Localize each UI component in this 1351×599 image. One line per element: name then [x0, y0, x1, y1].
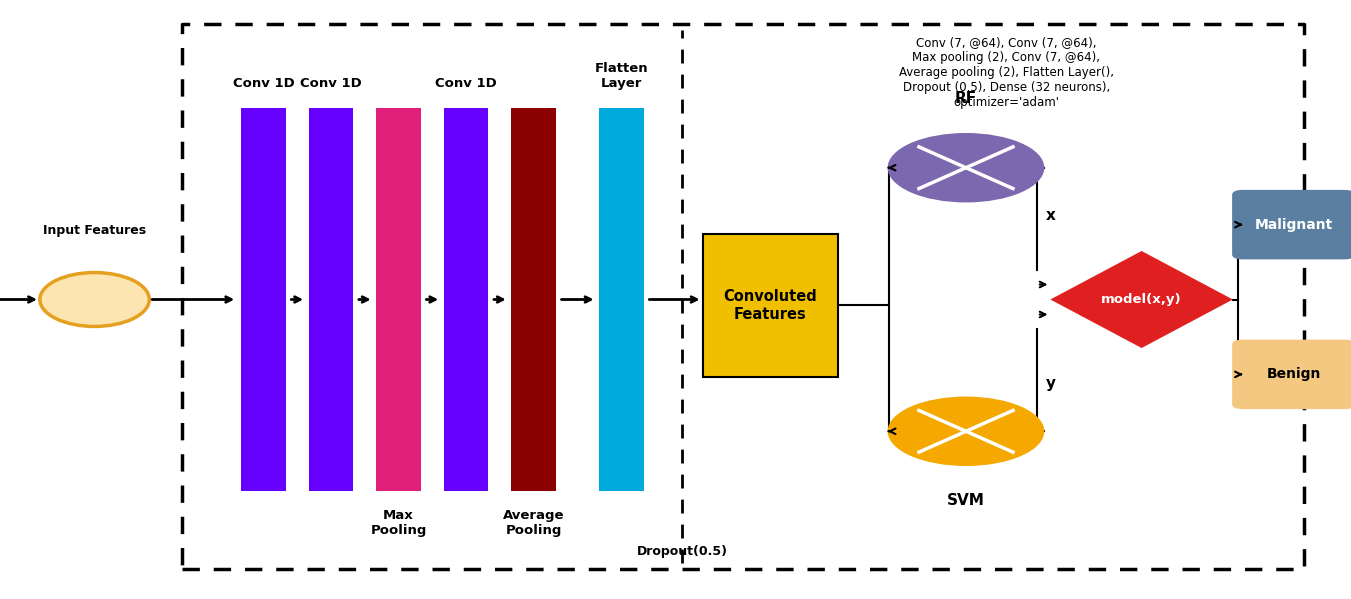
Text: SVM: SVM: [947, 493, 985, 508]
Text: Conv 1D: Conv 1D: [232, 77, 295, 90]
Text: Max
Pooling: Max Pooling: [370, 509, 427, 537]
Bar: [598, 108, 644, 491]
Bar: [443, 108, 488, 491]
Text: Dropout(0.5): Dropout(0.5): [636, 545, 728, 558]
Text: Convoluted
Features: Convoluted Features: [723, 289, 817, 322]
Bar: [376, 108, 422, 491]
Bar: [308, 108, 353, 491]
Bar: [240, 108, 285, 491]
Text: Input Features: Input Features: [43, 223, 146, 237]
Circle shape: [888, 133, 1044, 202]
Text: Malignant: Malignant: [1255, 217, 1332, 232]
Text: Average
Pooling: Average Pooling: [503, 509, 565, 537]
Text: Conv 1D: Conv 1D: [435, 77, 497, 90]
FancyBboxPatch shape: [1232, 190, 1351, 259]
Text: Conv (7, @64), Conv (7, @64),
Max pooling (2), Conv (7, @64),
Average pooling (2: Conv (7, @64), Conv (7, @64), Max poolin…: [898, 36, 1115, 109]
Text: Benign: Benign: [1266, 367, 1321, 382]
Text: RF: RF: [955, 91, 977, 106]
Text: Conv 1D: Conv 1D: [300, 77, 362, 90]
Text: x: x: [1046, 208, 1055, 223]
Circle shape: [888, 397, 1044, 466]
Bar: [703, 234, 838, 377]
Polygon shape: [1050, 251, 1232, 348]
Bar: [511, 108, 555, 491]
Text: y: y: [1046, 376, 1055, 391]
FancyBboxPatch shape: [1232, 340, 1351, 409]
Text: model(x,y): model(x,y): [1101, 293, 1182, 306]
Ellipse shape: [41, 273, 149, 326]
Text: Flatten
Layer: Flatten Layer: [594, 62, 648, 90]
